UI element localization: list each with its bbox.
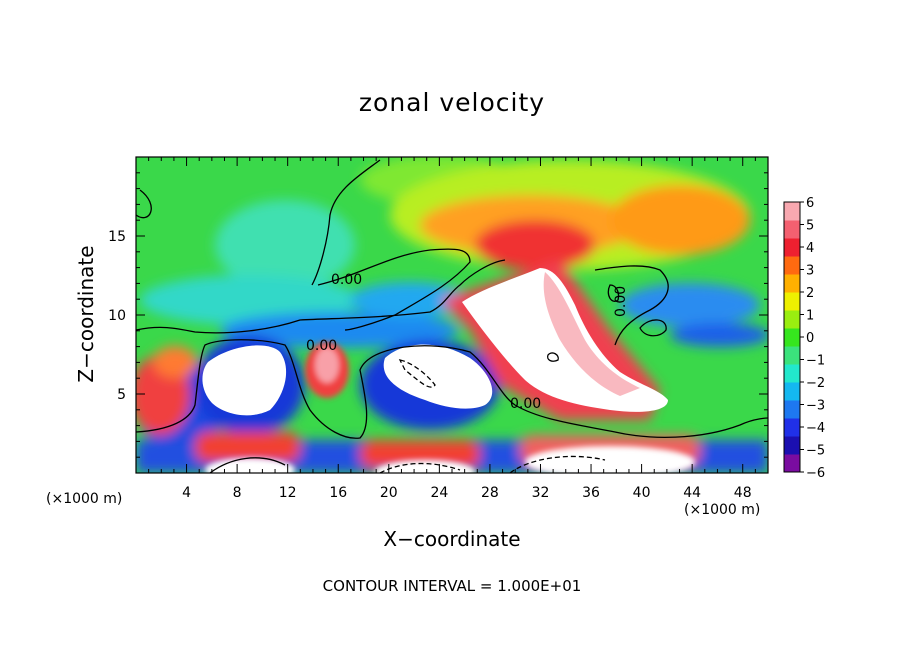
x-unit-left: (×1000 m) [46, 491, 123, 507]
x-tick-label: 24 [430, 485, 448, 501]
y-tick-label: 10 [108, 308, 126, 324]
colorbar-swatch [784, 346, 800, 365]
x-tick-label: 4 [182, 485, 191, 501]
contour-label: 0.00 [306, 338, 337, 354]
contour-lines [136, 159, 768, 473]
x-tick-label: 16 [329, 485, 347, 501]
field-blue-belt [220, 312, 460, 348]
y-axis-label: Z−coordinate [74, 245, 98, 383]
colorbar-swatch [784, 436, 800, 455]
colorbar-label: 3 [806, 264, 814, 279]
colorbar-label: −5 [806, 444, 825, 459]
contour-zero-lower [136, 339, 768, 439]
colorbar-swatch [784, 292, 800, 311]
colorbar-label: 4 [806, 241, 814, 256]
colorbar-label: −6 [806, 466, 825, 481]
colorbar-label: 5 [806, 219, 814, 234]
x-tick-label: 8 [233, 485, 242, 501]
colorbar-swatch [784, 364, 800, 383]
field-blue-belt-center [350, 282, 470, 318]
field-white-bottom-mid [375, 460, 475, 473]
field-red-bottom-left [195, 432, 300, 462]
colorbar-swatch [784, 238, 800, 257]
field-white-center [383, 344, 493, 409]
colorbar-swatch [784, 310, 800, 329]
colorbar-label: 1 [806, 309, 814, 324]
x-tick-label: 44 [683, 485, 701, 501]
colorbar-label: 6 [806, 196, 814, 211]
field-orange-right [610, 185, 750, 255]
contour-label: 0.00 [510, 396, 541, 412]
x-tick-label: 32 [532, 485, 550, 501]
contour-small-loop [546, 352, 559, 362]
colorbar-label: −3 [806, 399, 825, 414]
colorbar-label: 0 [806, 331, 814, 346]
colorbar-swatch [784, 400, 800, 419]
y-tick-label: 5 [117, 387, 126, 403]
colorbar-label: −1 [806, 354, 825, 369]
chart-title: zonal velocity [358, 88, 546, 117]
field-blue-right2 [670, 323, 768, 347]
colorbar-swatch [784, 274, 800, 293]
x-tick-label: 36 [582, 485, 600, 501]
contour-bottom-left [209, 457, 286, 473]
colorbar-swatch [784, 418, 800, 437]
field-pink-diagonal [543, 272, 640, 396]
contour-bottom-mid-dashed [379, 462, 461, 473]
field-white-bottom-left [205, 458, 295, 473]
colorbar-swatch [784, 328, 800, 347]
contour-interval-note: CONTOUR INTERVAL = 1.000E+01 [322, 577, 582, 595]
colorbar-swatch [784, 454, 800, 473]
contour-label: 0.00 [331, 272, 362, 288]
velocity-field [136, 157, 768, 473]
field-red-bottom-mid [360, 440, 480, 468]
contour-bottom-right-dashed [509, 455, 606, 473]
colorbar: 6 5 4 3 2 1 0 −1 −2 −3 −4 −5 −6 [783, 196, 825, 481]
contour-zero-right [594, 265, 669, 346]
field-cyan-mid [140, 275, 360, 325]
x-tick-label: 48 [734, 485, 752, 501]
x-axis-label: X−coordinate [383, 527, 521, 551]
field-red-upper [475, 220, 595, 270]
x-unit-right: (×1000 m) [684, 502, 761, 518]
field-blue-right [620, 283, 760, 327]
contour-zero-upper [136, 159, 471, 331]
y-tick-label: 15 [108, 229, 126, 245]
field-white-bottom-right [525, 446, 695, 473]
x-tick-label: 20 [380, 485, 398, 501]
x-tick-label: 28 [481, 485, 499, 501]
x-tick-label: 12 [279, 485, 297, 501]
field-cyan-upper [215, 200, 355, 290]
colorbar-label: 2 [806, 286, 814, 301]
contour-label: 0.00 [613, 286, 629, 317]
colorbar-label: −4 [806, 421, 825, 436]
colorbar-swatch [784, 256, 800, 275]
contour-dashed-center [398, 359, 436, 388]
field-white-left [202, 345, 287, 416]
contour-zero-mid [136, 259, 506, 334]
field-pink-lens [315, 347, 339, 383]
colorbar-label: −2 [806, 376, 825, 391]
contour-labels: 0.00 0.00 0.00 0.00 [306, 272, 629, 412]
colorbar-swatch [784, 382, 800, 401]
x-tick-label: 40 [633, 485, 651, 501]
colorbar-swatch [784, 220, 800, 239]
colorbar-swatch [784, 202, 800, 221]
field-red-left2 [153, 346, 197, 378]
